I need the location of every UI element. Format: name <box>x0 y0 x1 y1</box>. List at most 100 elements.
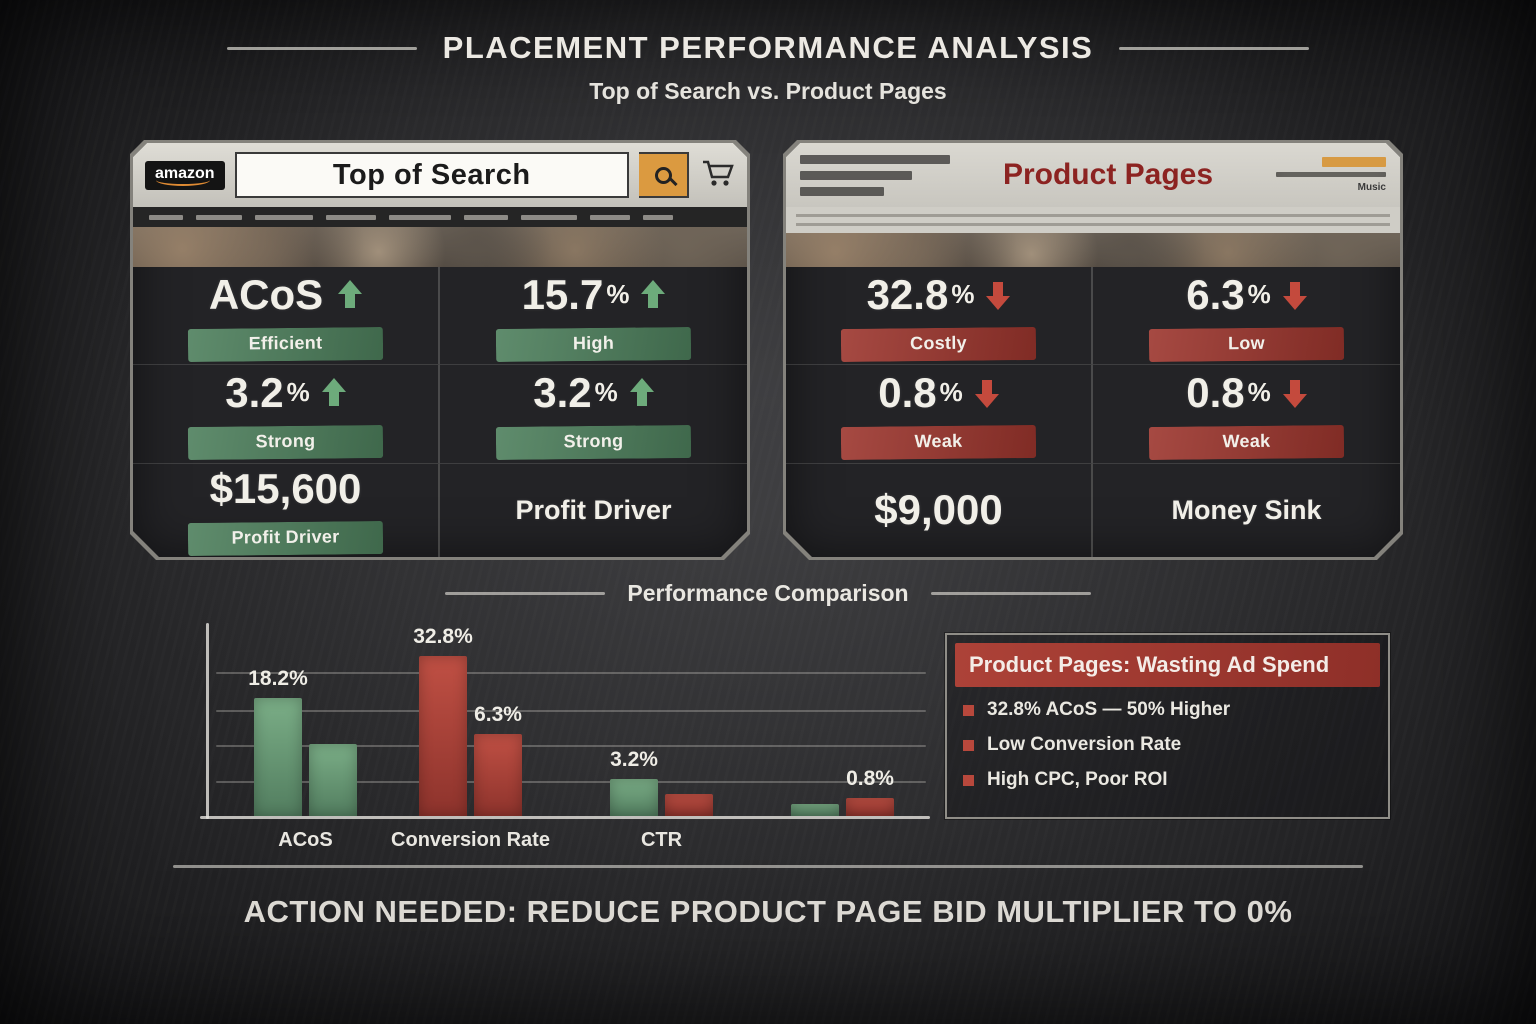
comparison-section-header: Performance Comparison <box>0 580 1536 607</box>
x-axis-label: Conversion Rate <box>391 829 550 851</box>
up-arrow-icon <box>641 280 665 310</box>
bullet-square-icon <box>963 704 974 716</box>
status-badge: Low <box>1149 327 1344 362</box>
metric-cell-conversion: 6.3% Low <box>1093 267 1400 365</box>
skeleton-text-lines <box>800 155 950 196</box>
bar-group: 32.8% 6.3% Conversion Rate <box>391 625 550 851</box>
y-axis <box>206 623 209 819</box>
footer-rule <box>173 865 1363 868</box>
metric-cell-ctr2: 0.8% Weak <box>1093 365 1400 463</box>
bar-value-label: 6.3% <box>474 703 522 726</box>
title-rule-left <box>226 46 417 50</box>
bar <box>665 794 713 816</box>
metric-cell-verdict: Money Sink <box>1171 494 1322 525</box>
product-page-mockup: Product Pages Music <box>786 143 1400 267</box>
metric-cell-acos: 32.8% Costly <box>786 267 1093 365</box>
status-badge: Weak <box>1149 425 1344 460</box>
metric-cell-spend: $9,000 <box>786 464 1093 557</box>
bar-3.2%: 3.2% <box>610 748 658 816</box>
up-arrow-icon <box>322 378 346 408</box>
callout-bullet: 32.8% ACoS — 50% Higher <box>963 699 1380 721</box>
bar-group: 3.2% CTR <box>610 748 713 851</box>
status-badge: Profit Driver <box>188 521 383 556</box>
status-badge: Efficient <box>188 327 383 362</box>
bar-value-label: 32.8% <box>413 625 473 648</box>
status-badge: Weak <box>841 425 1036 460</box>
callout-bullet-list: 32.8% ACoS — 50% Higher Low Conversion R… <box>963 699 1380 791</box>
page-subtitle: Top of Search vs. Product Pages <box>589 78 947 104</box>
warning-callout: Product Pages: Wasting Ad Spend 32.8% AC… <box>945 633 1390 819</box>
section-rule-left <box>445 592 606 595</box>
performance-chart: 18.2% ACoS 32.8% 6.3% Conversion Rate 3.2% CTR… <box>200 621 930 851</box>
metric-cell-ctr: 3.2% Strong <box>133 365 440 463</box>
mock-product-photo-strip <box>786 233 1400 267</box>
bar <box>791 804 839 816</box>
bar-6.3%: 6.3% <box>474 703 522 816</box>
bar-group: 18.2% ACoS <box>248 667 357 851</box>
bar-32.8%: 32.8% <box>413 625 473 816</box>
top-of-search-panel: amazon Top of Search <box>130 140 750 560</box>
lower-section: 18.2% ACoS 32.8% 6.3% Conversion Rate 3.2% CTR… <box>200 621 1390 851</box>
metric-cell-verdict: Profit Driver <box>515 494 672 525</box>
mock-search-box: Top of Search <box>235 152 629 198</box>
amazon-logo: amazon <box>145 161 225 190</box>
mock-product-photo-strip <box>133 227 747 267</box>
bar-value-label: 18.2% <box>248 667 308 690</box>
down-arrow-icon <box>1283 378 1307 408</box>
callout-bullet: Low Conversion Rate <box>963 734 1380 756</box>
metric-cell-ctr: 0.8% Weak <box>786 365 1093 463</box>
gridline <box>216 672 926 674</box>
product-pages-title: Product Pages <box>1002 158 1214 191</box>
bullet-square-icon <box>963 739 974 751</box>
status-badge: High <box>496 327 691 362</box>
magnifier-icon <box>655 167 672 184</box>
metric-cell-ctr2: 3.2% Strong <box>440 365 747 463</box>
bar-value-label: 0.8% <box>846 767 894 790</box>
top-of-search-metrics: ACoS Efficient 15.7% High 3.2% Strong 3.… <box>133 267 747 557</box>
down-arrow-icon <box>1283 280 1307 310</box>
section-rule-right <box>930 592 1091 595</box>
mock-divider-lines <box>786 207 1400 233</box>
bar-0.8%: 0.8% <box>846 767 894 816</box>
mock-sidebar: Music <box>1266 157 1386 193</box>
x-axis-label: ACoS <box>278 829 333 851</box>
status-badge: Strong <box>188 425 383 460</box>
mock-nav-label: Music <box>1357 182 1386 193</box>
up-arrow-icon <box>338 280 362 310</box>
title-rule-right <box>1119 46 1310 50</box>
callout-title: Product Pages: Wasting Ad Spend <box>955 643 1380 687</box>
header: PLACEMENT PERFORMANCE ANALYSIS Top of Se… <box>0 0 1536 105</box>
bar-18.2%: 18.2% <box>248 667 308 816</box>
status-badge: Costly <box>841 327 1036 362</box>
mock-nav-strip <box>133 207 747 227</box>
x-axis <box>200 816 930 819</box>
product-pages-metrics: 32.8% Costly 6.3% Low 0.8% Weak 0.8% Wea… <box>786 267 1400 557</box>
metric-cell-spend: $15,600 Profit Driver <box>133 464 440 557</box>
bullet-square-icon <box>963 774 974 786</box>
cart-icon <box>701 159 735 192</box>
page-title: PLACEMENT PERFORMANCE ANALYSIS <box>442 30 1094 65</box>
mock-search-button <box>639 152 689 198</box>
gridline <box>216 745 926 747</box>
mock-buy-button <box>1322 157 1386 167</box>
status-badge: Strong <box>496 425 691 460</box>
section-title: Performance Comparison <box>627 580 909 606</box>
down-arrow-icon <box>986 280 1010 310</box>
action-text: ACTION NEEDED: REDUCE PRODUCT PAGE BID M… <box>243 894 1293 929</box>
product-pages-panel: Product Pages Music 32.8% Costly <box>783 140 1403 560</box>
metric-cell-acos: ACoS Efficient <box>133 267 440 365</box>
down-arrow-icon <box>975 378 999 408</box>
chart-plot: 18.2% ACoS 32.8% 6.3% Conversion Rate 3.2% CTR… <box>206 625 930 851</box>
title-row: PLACEMENT PERFORMANCE ANALYSIS <box>0 30 1536 66</box>
x-axis-label: CTR <box>640 829 683 851</box>
bar-group: 0.8% <box>791 767 894 816</box>
bar <box>309 744 357 816</box>
gridline <box>216 710 926 712</box>
amazon-search-mockup: amazon Top of Search <box>133 143 747 267</box>
comparison-panels: amazon Top of Search <box>0 140 1536 560</box>
metric-cell-conversion: 15.7% High <box>440 267 747 365</box>
gridline <box>216 781 926 783</box>
up-arrow-icon <box>630 378 654 408</box>
bar-value-label: 3.2% <box>610 748 658 771</box>
